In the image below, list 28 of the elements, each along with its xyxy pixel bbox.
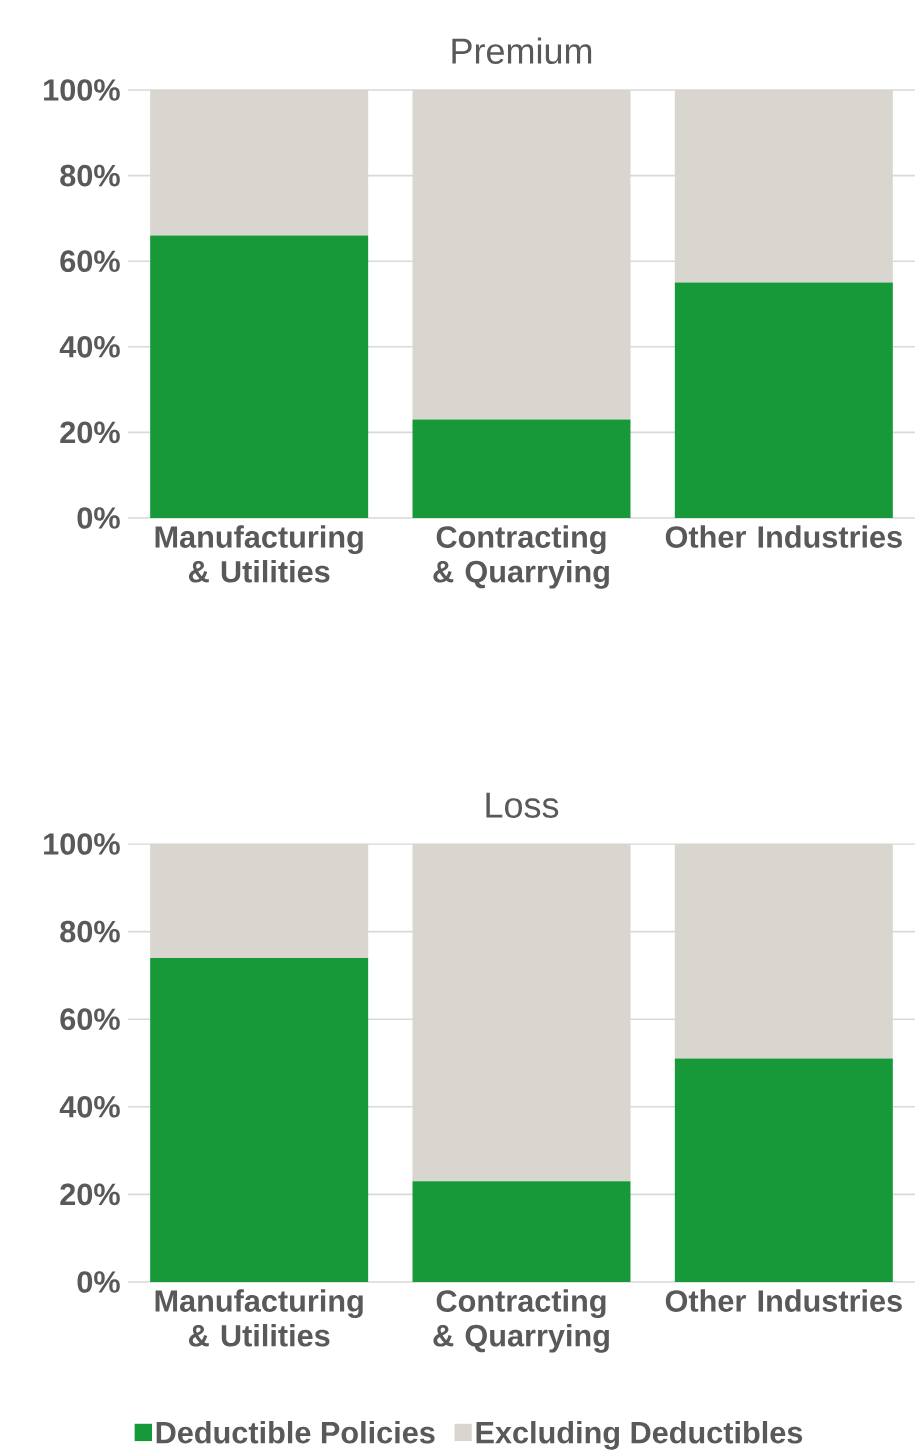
x-tick-label: Contracting & Quarrying [433, 1289, 609, 1353]
y-tick-label: 0% [77, 1271, 120, 1293]
y-tick-label: 40% [59, 1095, 120, 1118]
chart-title: Loss [486, 792, 559, 818]
bar [674, 1058, 893, 1282]
x-tick-label: Manufacturing & Utilities [155, 1289, 363, 1347]
y-tick-label: 60% [60, 250, 120, 273]
bar [674, 282, 893, 518]
bar [412, 1181, 631, 1282]
y-tick-label: 80% [60, 164, 120, 187]
legend-label: Deductible Policies [156, 1420, 435, 1444]
y-tick-label: 80% [60, 920, 120, 943]
x-tick-label: Contracting & Quarrying [433, 525, 609, 589]
y-tick-label: 100% [44, 79, 120, 101]
bar [412, 419, 631, 518]
y-tick-label: 0% [77, 507, 120, 529]
legend-label: Excluding Deductibles [476, 1420, 803, 1450]
y-tick-label: 20% [60, 421, 120, 444]
y-tick-label: 40% [59, 335, 120, 358]
y-tick-label: 60% [60, 1008, 120, 1031]
y-tick-label: 20% [60, 1183, 120, 1206]
x-tick-label: Other Industries [665, 525, 902, 548]
bar [150, 235, 369, 518]
chart-title: Premium [452, 37, 592, 64]
bar [150, 957, 369, 1282]
y-tick-label: 100% [44, 833, 120, 855]
x-tick-label: Other Industries [665, 1289, 902, 1312]
x-tick-label: Manufacturing & Utilities [155, 525, 363, 583]
